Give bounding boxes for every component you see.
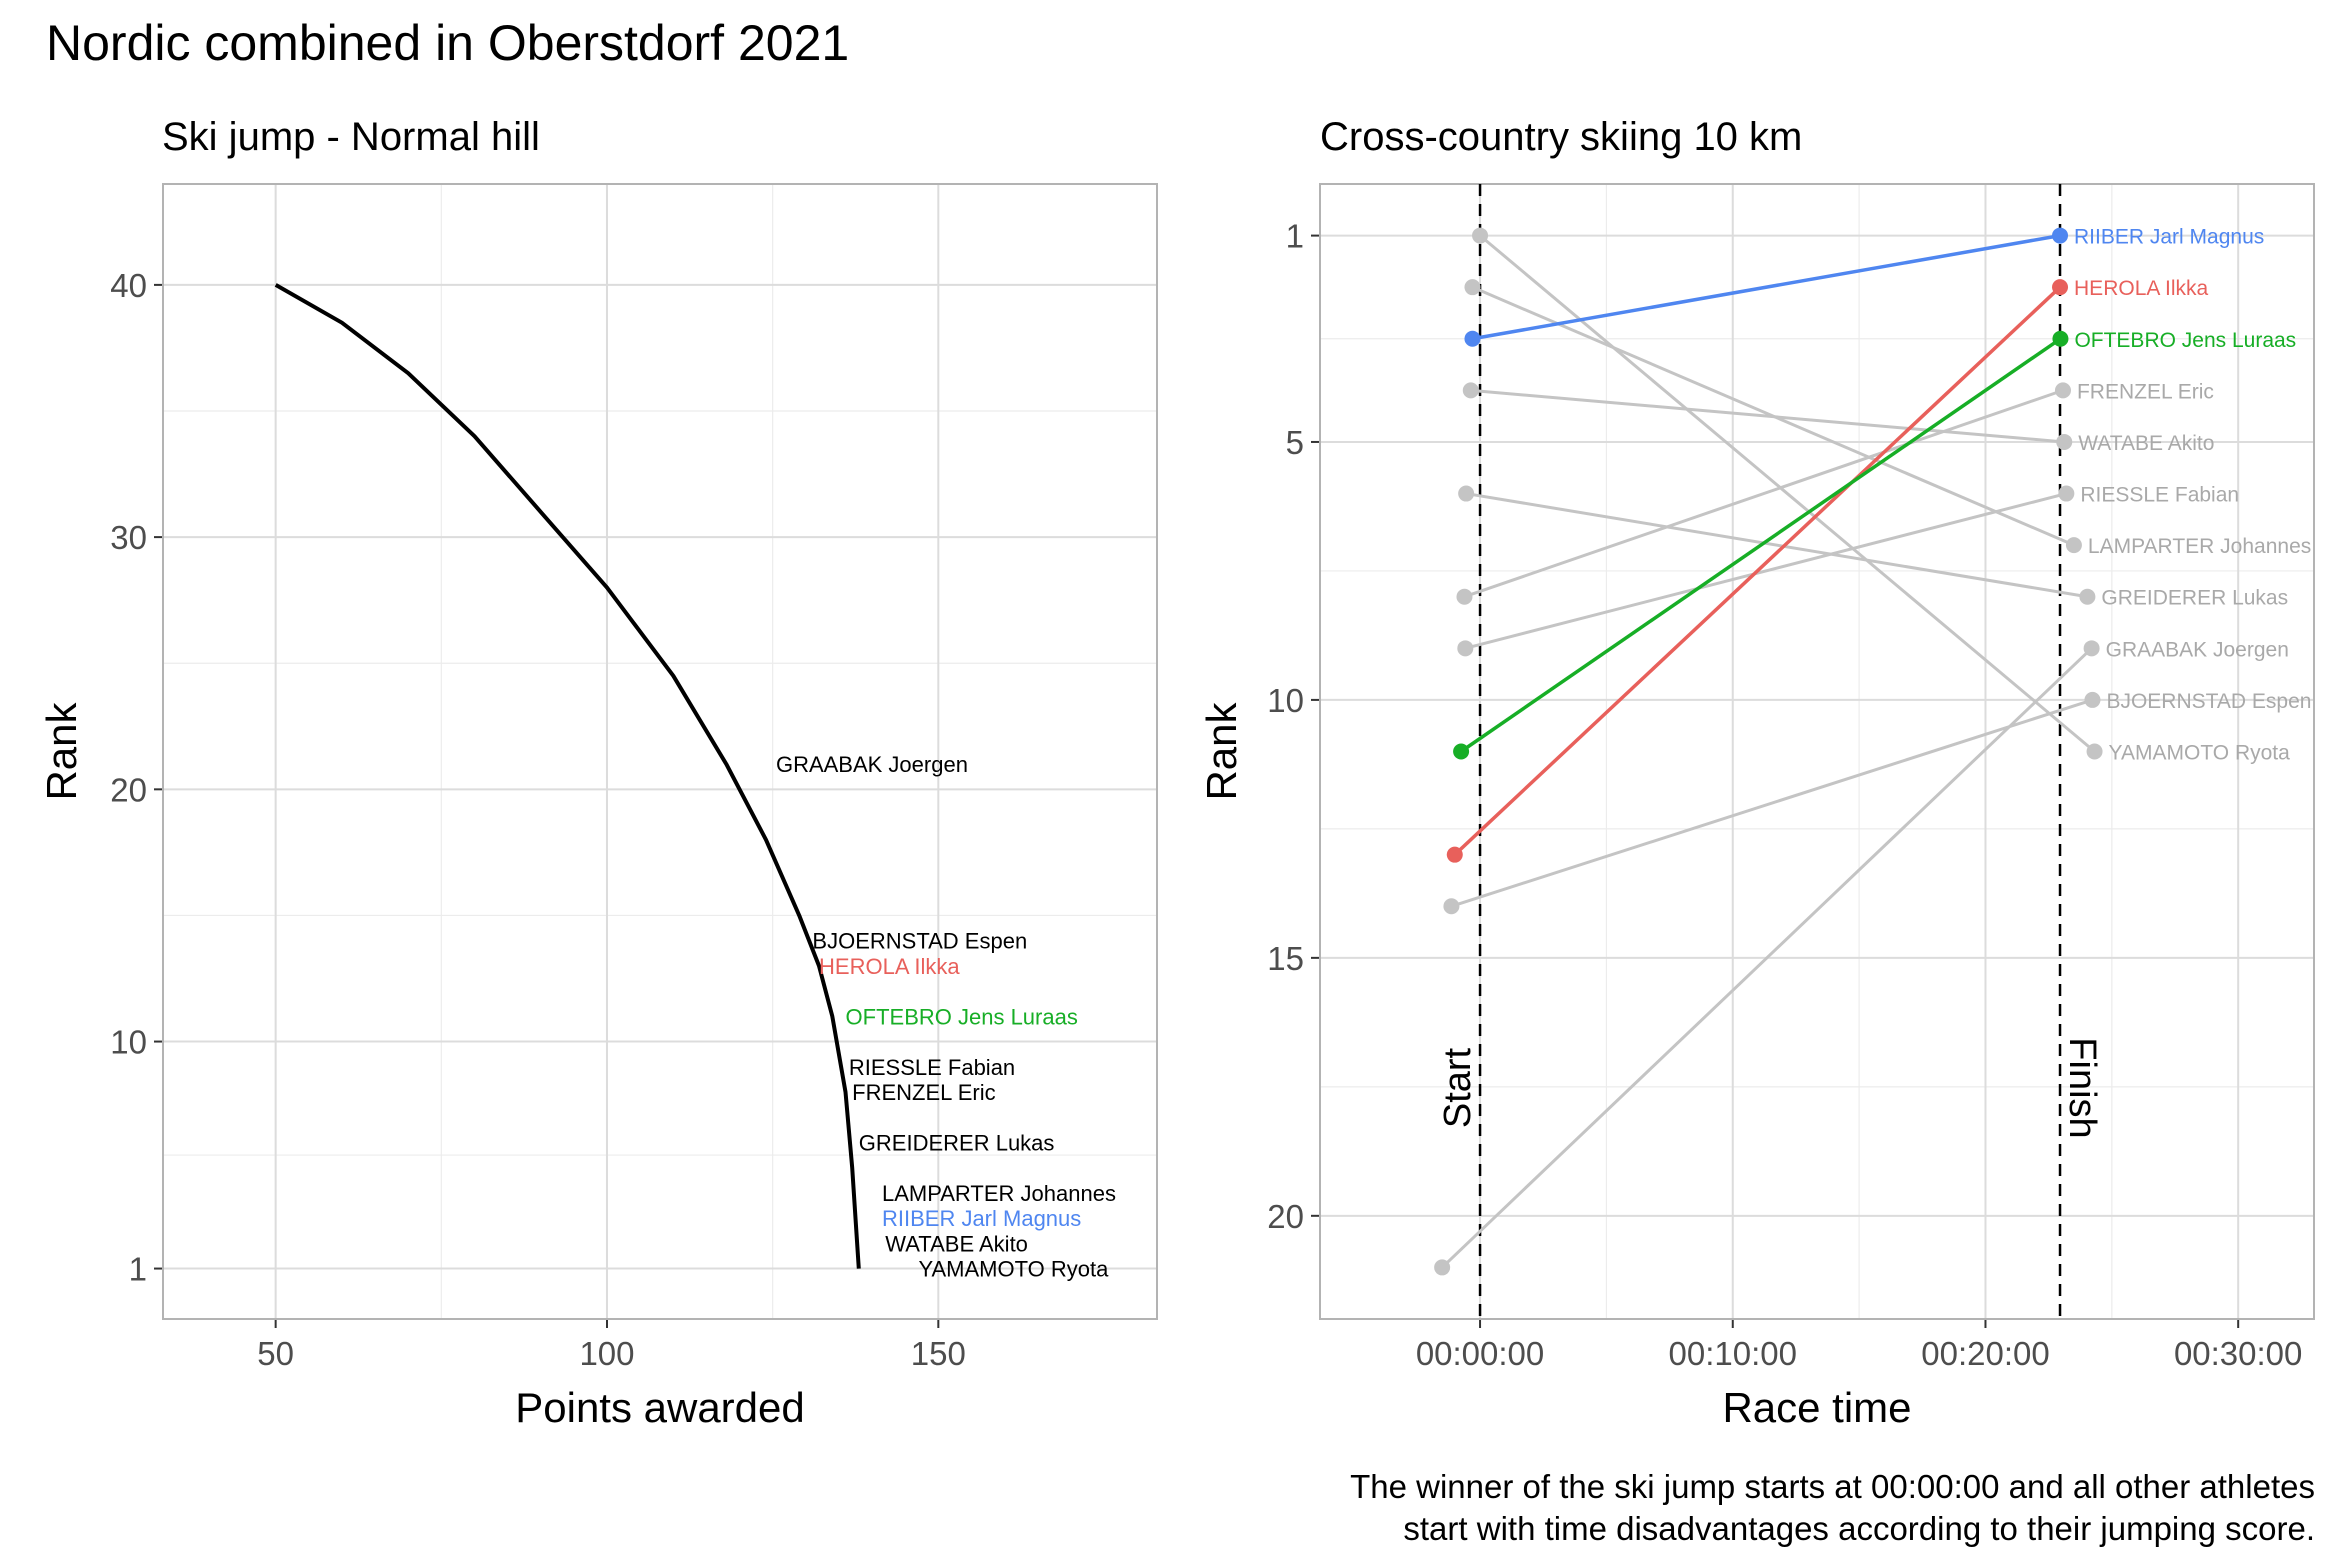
panel-border [1319,183,2315,1320]
athlete-line [1471,285,2075,547]
x-tick-label: 00:00:00 [1416,1335,1544,1372]
athlete-label: YAMAMOTO Ryota [2109,742,2291,765]
start-point [1453,743,1470,760]
start-point [1472,227,1489,244]
athlete-line [1441,647,2093,1269]
x-axis-title: Points awarded [515,1384,805,1431]
finish-point [2084,691,2101,708]
athlete-label: BJOERNSTAD Espen [2106,690,2311,713]
athlete-label: OFTEBRO Jens Luraas [846,1004,1078,1029]
charts-canvas: Ski jump - Normal hill 50 100 150 1 10 20 30 40 G… [38,115,2315,1431]
finish-point [2052,330,2069,347]
finish-point [2052,279,2069,296]
y-axis-title: Rank [1198,701,1245,800]
caption-line-1: The winner of the ski jump starts at 00:… [1350,1468,2315,1505]
points-rank-curve [274,283,861,1269]
y-tick-label: 5 [1286,424,1304,461]
panel-border [162,183,1158,1320]
athlete-label: HEROLA Ilkka [819,954,960,979]
athlete-label: OFTEBRO Jens Luraas [2074,329,2296,352]
athlete-label: YAMAMOTO Ryota [918,1257,1109,1282]
y-tick-label: 40 [110,267,147,304]
chart-caption: The winner of the ski jump starts at 00:… [1350,1466,2315,1550]
start-point [1462,382,1479,399]
athlete-label: WATABE Akito [2078,432,2214,455]
y-tick-label: 1 [129,1251,147,1288]
athlete-line [1460,337,2062,753]
x-axis-title: Race time [1722,1384,1911,1431]
athlete-label: FRENZEL Eric [852,1080,995,1105]
y-tick-label: 10 [110,1024,147,1061]
y-tick-label: 10 [1267,682,1304,719]
finish-point [2079,588,2096,605]
athlete-label: RIESSLE Fabian [2080,484,2239,507]
finish-point [2058,485,2075,502]
athlete-label: FRENZEL Eric [2077,380,2214,403]
ski-jump-subtitle: Ski jump - Normal hill [162,115,540,159]
start-point [1458,485,1475,502]
athlete-label: GREIDERER Lukas [2101,587,2288,610]
start-point [1446,846,1463,863]
y-tick-label: 30 [110,519,147,556]
athlete-label: HEROLA Ilkka [2074,277,2209,300]
athlete-label: RIESSLE Fabian [849,1055,1015,1080]
y-tick-label: 20 [110,771,147,808]
athlete-line [1450,698,2093,908]
finish-point [2056,433,2073,450]
y-tick-label: 1 [1286,218,1304,255]
caption-line-2: start with time disadvantages according … [1403,1510,2315,1547]
start-point [1464,330,1481,347]
athlete-line [1464,492,2067,650]
athlete-line [1463,388,2064,599]
y-tick-label: 15 [1267,940,1304,977]
x-tick-label: 00:30:00 [2174,1335,2302,1372]
finish-point [2065,537,2082,554]
athlete-line [1470,388,2065,444]
ski-jump-panel: Ski jump - Normal hill 50 100 150 1 10 20 30 40 G… [38,115,1158,1431]
athlete-label: LAMPARTER Johannes [2088,535,2311,558]
start-line-label: Start [1437,1047,1479,1128]
start-point [1434,1259,1451,1276]
start-point [1443,898,1460,915]
x-tick-label: 100 [579,1335,634,1372]
x-tick-label: 50 [257,1335,294,1372]
finish-point [2052,227,2069,244]
finish-point [2054,382,2071,399]
athlete-line [1453,285,2062,856]
athlete-line [1472,233,2061,341]
athlete-label: GREIDERER Lukas [859,1130,1055,1155]
start-point [1456,588,1473,605]
y-tick-label: 20 [1267,1198,1304,1235]
x-tick-label: 00:10:00 [1669,1335,1797,1372]
athlete-line [1479,234,2096,753]
athlete-label: RIIBER Jarl Magnus [2074,226,2264,249]
athlete-line [1465,492,2088,599]
athlete-label: LAMPARTER Johannes [882,1181,1116,1206]
start-point [1457,640,1474,657]
athlete-label: GRAABAK Joergen [2106,638,2289,661]
main-title: Nordic combined in Oberstdorf 2021 [46,15,850,71]
y-axis-title: Rank [38,701,85,800]
athlete-label: BJOERNSTAD Espen [812,929,1027,954]
x-tick-label: 150 [911,1335,966,1372]
cross-country-subtitle: Cross-country skiing 10 km [1320,115,1802,159]
athlete-label: WATABE Akito [885,1231,1028,1256]
finish-line-label: Finish [2061,1037,2103,1138]
start-point [1464,279,1481,296]
cross-country-panel: Cross-country skiing 10 km 00:00:00 00:10:… [1198,115,2315,1431]
athlete-label: GRAABAK Joergen [776,752,968,777]
finish-point [2086,743,2103,760]
x-tick-label: 00:20:00 [1921,1335,2049,1372]
finish-point [2083,640,2100,657]
athlete-label: RIIBER Jarl Magnus [882,1206,1081,1231]
